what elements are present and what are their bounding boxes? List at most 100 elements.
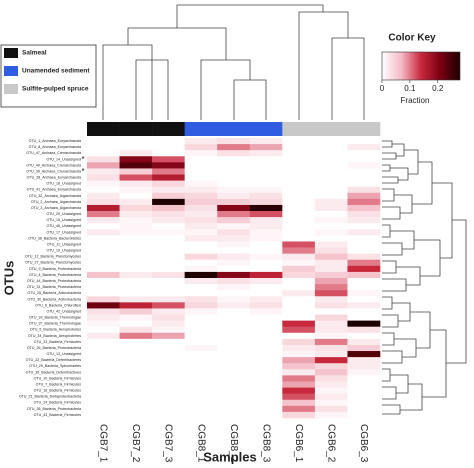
heat-cell: [152, 217, 185, 224]
heat-cell: [314, 326, 348, 334]
heat-cell: [314, 162, 348, 169]
row-label: OTU_22_Bacteria_Deferribacteres: [26, 358, 82, 362]
heat-cell: [217, 198, 251, 206]
heat-cell: [184, 375, 218, 382]
heat-cell: [184, 399, 218, 407]
heat-cell: [347, 411, 381, 419]
column-label: CGB7_3: [163, 424, 174, 463]
heat-cell: [184, 326, 218, 334]
heat-cell: [282, 138, 316, 145]
heat-cell: [282, 235, 316, 242]
row-label: OTU_12_Bacteria_Planctomycetes: [25, 255, 81, 259]
heat-cell: [152, 168, 185, 175]
heat-cell: [119, 314, 153, 321]
heat-cell: [217, 308, 251, 315]
heat-cell: [217, 399, 251, 407]
heat-cell: [249, 411, 283, 419]
row-label: OTU_39_Archaea_Crenarchaeota: [26, 169, 81, 173]
heat-cell: [347, 290, 381, 297]
heat-cell: [347, 338, 381, 346]
heat-cell: [152, 265, 185, 273]
color-key-bar: [381, 51, 461, 81]
heat-cell: [119, 284, 153, 291]
heat-cell: [119, 162, 153, 169]
heat-cell: [282, 150, 316, 157]
column-label: CGB6_2: [326, 424, 337, 463]
heat-cell: [249, 156, 283, 163]
heat-cell: [249, 271, 283, 279]
heat-cell: [217, 326, 251, 334]
heat-cell: [249, 174, 283, 181]
heat-cell: [119, 271, 153, 279]
heat-cell: [249, 235, 283, 242]
row-label: OTU_18_Unassigned: [46, 182, 81, 186]
heat-cell: [314, 138, 348, 145]
heat-cell: [217, 241, 251, 248]
heat-cell: [184, 332, 218, 340]
heat-cell: [314, 180, 348, 187]
heat-cell: [347, 265, 381, 273]
heat-cell: [87, 308, 120, 315]
heat-cell: [87, 168, 120, 175]
heat-cell: [184, 259, 218, 267]
heat-cell: [282, 253, 316, 261]
heat-cell: [314, 223, 348, 230]
heat-cell: [152, 284, 185, 291]
heat-cell: [347, 381, 381, 388]
group-strip: [119, 122, 153, 136]
heat-cell: [152, 363, 185, 370]
heat-cell: [184, 192, 218, 200]
row-label: OTU_5_Bacteria_Aerophobetes: [30, 328, 81, 332]
heat-cell: [347, 278, 381, 285]
heat-cell: [87, 174, 120, 181]
heat-cell: [314, 357, 348, 364]
row-label: OTU_24_Bacteria_Firmicutes: [34, 401, 82, 405]
heat-cell: [152, 253, 185, 261]
row-label: OTU_31_Bacteria_Proteobacteria: [27, 285, 81, 289]
heat-cell: [282, 192, 316, 200]
heat-cell: [152, 278, 185, 285]
heat-cell: [314, 150, 348, 157]
heat-cell: [249, 320, 283, 327]
row-label: OTU_11_Unassigned: [47, 242, 81, 246]
heat-cell: [314, 144, 348, 151]
heat-cell: [217, 259, 251, 267]
heat-cell: [347, 259, 381, 267]
row-label: OTU_1_Archaea_Euryarchaeota: [29, 139, 81, 143]
heat-cell: [347, 192, 381, 200]
heat-cell: [152, 150, 185, 157]
heat-cell: [249, 253, 283, 261]
heat-cell: [347, 186, 381, 194]
heat-cell: [249, 381, 283, 388]
heat-cell: [347, 405, 381, 413]
heat-cell: [282, 332, 316, 340]
heat-cell: [184, 204, 218, 212]
heat-cell: [347, 162, 381, 169]
heat-cell: [347, 332, 381, 340]
heat-cell: [119, 192, 153, 200]
heat-cell: [217, 332, 251, 340]
heat-cell: [152, 223, 185, 230]
heat-cell: [347, 211, 381, 218]
heat-cell: [217, 381, 251, 388]
heat-cell: [314, 211, 348, 218]
heat-cell: [217, 265, 251, 273]
heat-cell: [119, 278, 153, 285]
row-label: OTU_43_Bacteria_Firmicutes: [34, 413, 82, 417]
heat-cell: [249, 150, 283, 157]
heat-cell: [347, 241, 381, 248]
heat-cell: [87, 253, 120, 261]
heat-cell: [314, 174, 348, 181]
heat-cell: [282, 162, 316, 169]
row-label: OTU_10_Bacteria_Firmicutes: [34, 376, 82, 380]
column-label: CGB7_2: [130, 424, 141, 463]
column-label: CGB8_1: [195, 424, 206, 463]
heat-cell: [184, 363, 218, 370]
heat-cell: [347, 302, 381, 309]
heat-cell: [87, 223, 120, 230]
heat-cell: [217, 344, 251, 352]
heat-cell: [314, 156, 348, 163]
row-label: OTU_3_Archaea_Aigarchaeota: [31, 206, 81, 210]
heat-cell: [347, 357, 381, 364]
heat-cell: [347, 156, 381, 163]
